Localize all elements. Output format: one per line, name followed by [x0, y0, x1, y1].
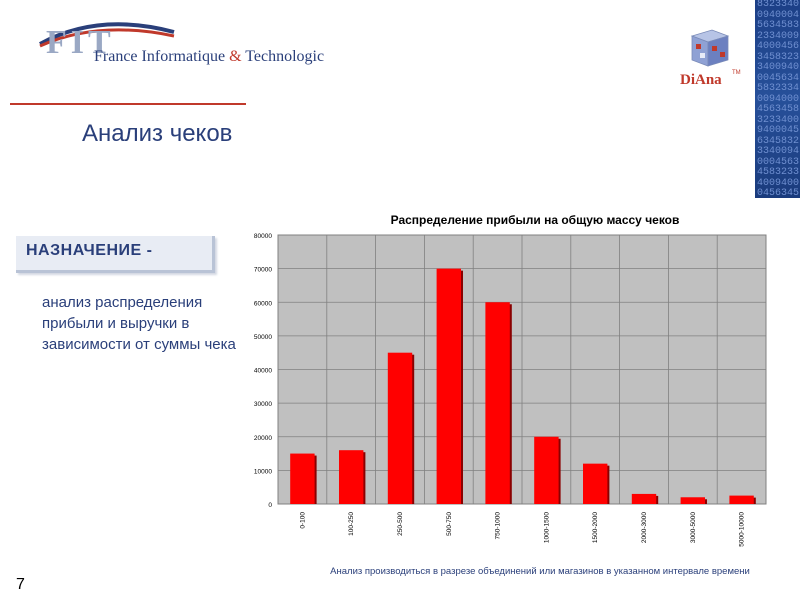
company-name-amp: &: [229, 48, 242, 65]
description-text: анализ распределения прибыли и выручки в…: [42, 294, 236, 353]
bar: [583, 463, 608, 504]
logo-letters: FIT: [46, 24, 115, 61]
profit-distribution-chart: Распределение прибыли на общую массу чек…: [230, 205, 770, 565]
purpose-box: НАЗНАЧЕНИЕ -: [16, 236, 215, 273]
y-tick-label: 70000: [254, 267, 272, 274]
title-underline: [10, 103, 246, 105]
chart-title: Распределение прибыли на общую массу чек…: [391, 213, 680, 227]
product-name: DiAna: [680, 72, 722, 88]
bar: [680, 497, 705, 504]
bar: [631, 493, 657, 504]
bar: [729, 495, 754, 504]
footnote: Анализ производиться в разрезе объединен…: [330, 566, 750, 577]
y-tick-label: 20000: [254, 435, 272, 442]
bar: [387, 352, 413, 504]
y-tick-label: 60000: [254, 300, 272, 307]
x-tick-label: 100-250: [348, 512, 355, 536]
logo-arc-icon: [39, 22, 175, 48]
company-name-part2: Technologic: [241, 48, 325, 65]
page-title: Анализ чеков: [82, 120, 233, 147]
bar: [436, 268, 461, 504]
y-tick-label: 40000: [254, 368, 272, 375]
x-tick-label: 1000-1500: [543, 512, 550, 543]
x-tick-label: 250-500: [397, 512, 404, 536]
y-tick-label: 10000: [254, 468, 272, 475]
bar: [485, 302, 510, 504]
y-tick-label: 80000: [254, 233, 272, 240]
y-tick-label: 30000: [254, 401, 272, 408]
company-name: France Informatique & Technologic: [94, 48, 324, 66]
product-tm: TM: [732, 70, 741, 76]
decorative-digits-strip: 8323340094000456345832334009400045634583…: [755, 0, 800, 198]
y-tick-label: 50000: [254, 334, 272, 341]
decorative-digits: 8323340094000456345832334009400045634583…: [757, 0, 800, 198]
company-logo: FIT France Informatique & Technologic: [38, 18, 358, 78]
x-tick-label: 750-1000: [495, 512, 502, 540]
page-number: 7: [16, 576, 25, 593]
product-logo: DiAna TM: [676, 26, 746, 96]
y-tick-label: 0: [268, 502, 272, 509]
x-tick-label: 0-100: [299, 512, 306, 529]
bar: [290, 453, 315, 504]
bar: [339, 450, 364, 504]
x-tick-label: 2000-3000: [641, 512, 648, 543]
cube-icon: [690, 29, 730, 67]
purpose-label: НАЗНАЧЕНИЕ -: [26, 242, 153, 259]
chart-svg: Распределение прибыли на общую массу чек…: [254, 213, 767, 547]
bar: [534, 436, 559, 504]
x-tick-label: 5000-10000: [739, 512, 746, 547]
x-tick-label: 500-750: [446, 512, 453, 536]
company-name-part1: France Informatique: [94, 48, 230, 65]
x-tick-label: 1500-2000: [592, 512, 599, 543]
x-tick-label: 3000-5000: [690, 512, 697, 543]
